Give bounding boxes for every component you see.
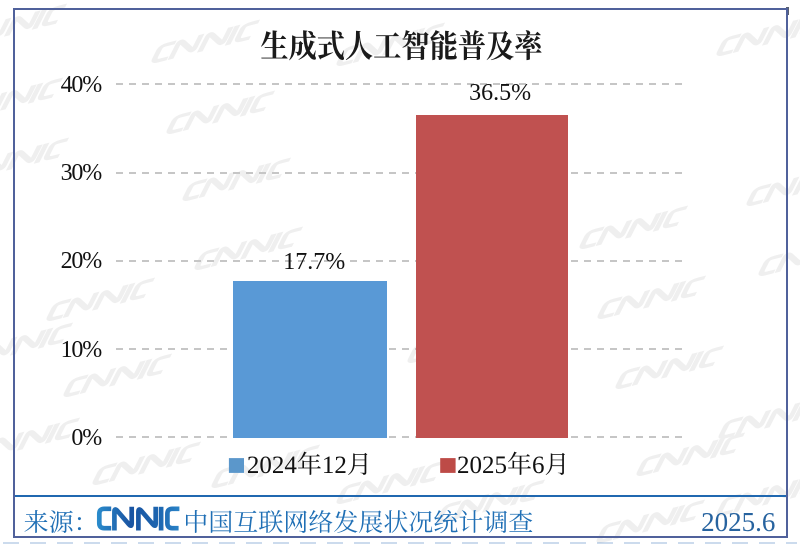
svg-text:2025.6: 2025.6 (701, 507, 775, 537)
svg-text:2025: 2025 (457, 452, 507, 479)
svg-text:2024: 2024 (247, 452, 298, 479)
svg-text:12: 12 (322, 452, 347, 479)
svg-text:6: 6 (532, 452, 545, 479)
